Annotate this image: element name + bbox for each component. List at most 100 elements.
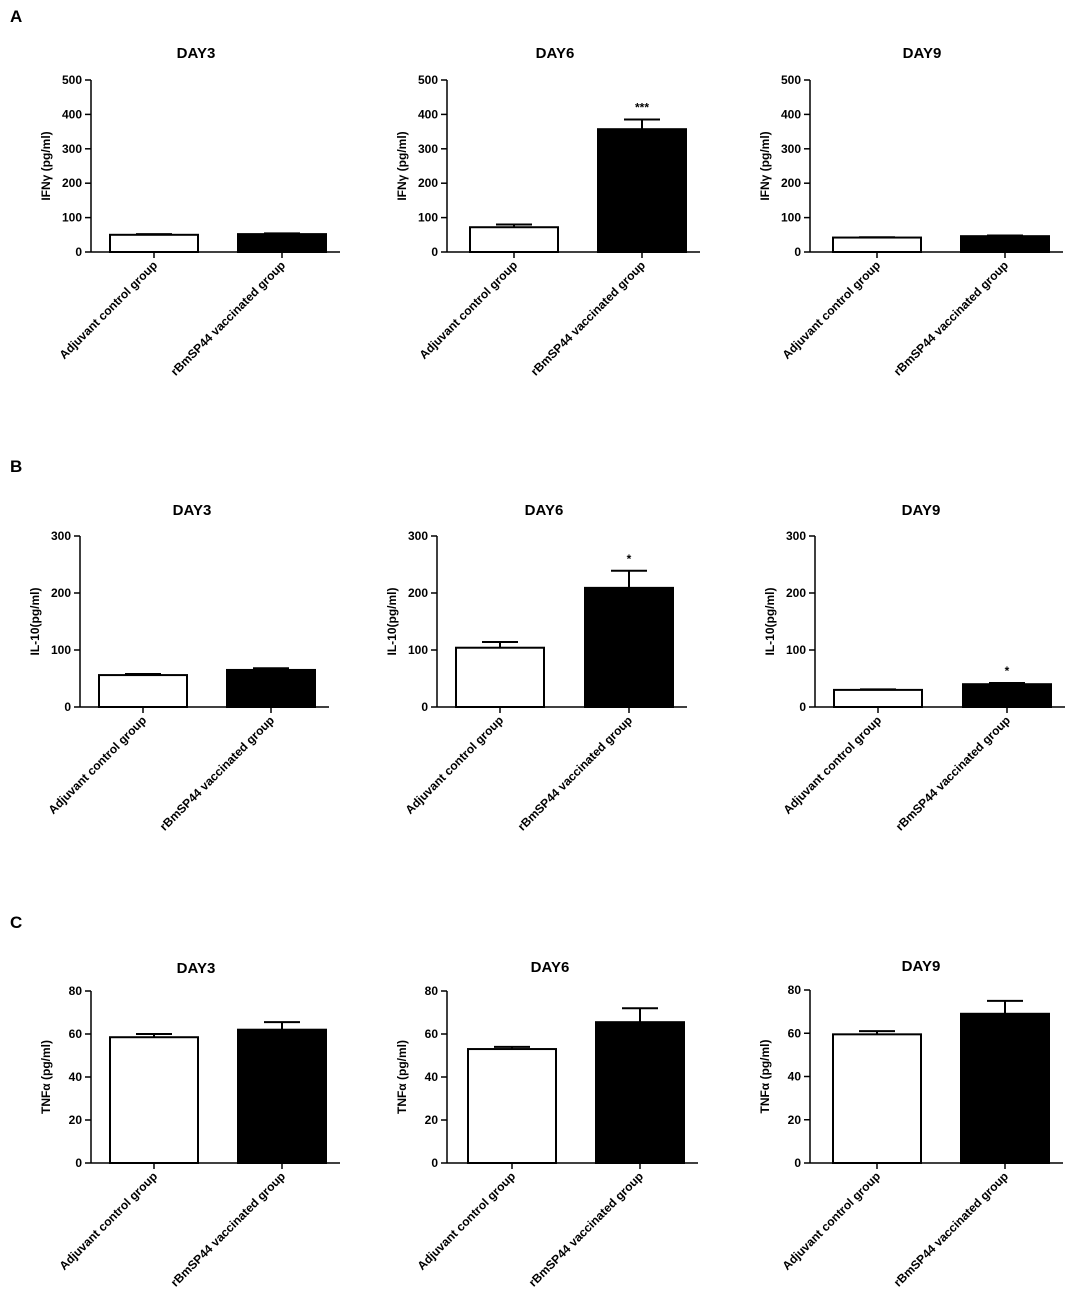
y-tick-label: 300: [418, 142, 438, 156]
bar: [960, 235, 1050, 253]
y-tick-label: 300: [786, 529, 806, 543]
chart-title: DAY3: [173, 502, 212, 519]
y-tick-label: 500: [62, 73, 82, 87]
chart-a-day9: DAY9 0 100 200 300 400 500 IFNγ (pg/ml) Adjuvant…: [758, 45, 1063, 378]
panel-letter-a: A: [10, 7, 22, 26]
y-tick-label: 100: [786, 643, 806, 657]
y-tick-label: 0: [431, 245, 438, 259]
y-tick-label: 500: [418, 73, 438, 87]
chart-a-day6: DAY6 0 100 200 300 400 500 IFNγ (pg/ml) Adjuvant…: [395, 45, 700, 378]
y-tick-label: 0: [431, 1156, 438, 1170]
category-label: Adjuvant control group: [780, 713, 884, 817]
panel-letter-c: C: [10, 913, 22, 932]
bar: [597, 128, 687, 253]
y-tick-label: 20: [69, 1113, 83, 1127]
bar: [832, 236, 922, 254]
y-tick-label: 300: [62, 142, 82, 156]
chart-title: DAY9: [902, 502, 941, 519]
category-label: Adjuvant control group: [416, 258, 520, 362]
y-axis-label: IL-10(pg/ml): [28, 587, 42, 655]
category-label: rBmSP44 vaccinated group: [891, 1169, 1011, 1289]
bar: [960, 1012, 1050, 1164]
y-tick-label: 60: [788, 1026, 802, 1040]
chart-c-day3: DAY3 0 20 40 60 80 TNFα (pg/ml) Adjuvant contro…: [39, 960, 340, 1289]
bar: [584, 586, 674, 708]
y-tick-label: 0: [794, 1156, 801, 1170]
category-label: Adjuvant control group: [45, 713, 149, 817]
y-tick-label: 100: [781, 211, 801, 225]
y-tick-label: 400: [781, 107, 801, 121]
y-tick-label: 40: [788, 1070, 802, 1084]
bar: [467, 1048, 557, 1165]
y-tick-label: 200: [418, 176, 438, 190]
category-label: rBmSP44 vaccinated group: [528, 258, 648, 378]
chart-b-day9: DAY9 0 100 200 300 IL-10(pg/ml) Adjuvant contr…: [763, 502, 1065, 833]
category-label: rBmSP44 vaccinated group: [526, 1169, 646, 1289]
y-axis-label: TNFα (pg/ml): [395, 1040, 409, 1114]
bar: [469, 226, 559, 253]
chart-title: DAY9: [903, 45, 942, 62]
y-tick-label: 400: [62, 107, 82, 121]
y-axis-label: IFNγ (pg/ml): [395, 131, 409, 200]
chart-title: DAY6: [531, 959, 570, 976]
category-label: Adjuvant control group: [779, 258, 883, 362]
y-tick-label: 200: [781, 176, 801, 190]
y-axis-label: TNFα (pg/ml): [758, 1039, 772, 1113]
bar: [237, 1028, 327, 1164]
y-tick-label: 0: [799, 700, 806, 714]
bar: [109, 1036, 199, 1164]
y-tick-label: 40: [69, 1070, 83, 1084]
y-tick-label: 40: [425, 1070, 439, 1084]
chart-title: DAY6: [525, 502, 564, 519]
chart-title: DAY6: [536, 45, 575, 62]
panel-letter-b: B: [10, 457, 22, 476]
bar: [455, 646, 545, 708]
chart-title: DAY3: [177, 960, 216, 977]
category-label: Adjuvant control group: [56, 258, 160, 362]
y-axis-label: IL-10(pg/ml): [385, 587, 399, 655]
chart-b-day3: DAY3 0 100 200 300 IL-10(pg/ml) Adjuvant contr…: [28, 502, 329, 833]
bar: [833, 688, 923, 709]
category-label: rBmSP44 vaccinated group: [515, 713, 635, 833]
y-tick-label: 0: [75, 245, 82, 259]
y-tick-label: 0: [794, 245, 801, 259]
bar: [595, 1021, 685, 1164]
y-tick-label: 0: [75, 1156, 82, 1170]
y-axis-label: IFNγ (pg/ml): [758, 131, 772, 200]
y-tick-label: 80: [788, 983, 802, 997]
chart-title: DAY9: [902, 958, 941, 975]
category-label: Adjuvant control group: [56, 1169, 160, 1273]
category-label: rBmSP44 vaccinated group: [891, 258, 1011, 378]
y-axis-label: TNFα (pg/ml): [39, 1040, 53, 1114]
y-axis-label: IL-10(pg/ml): [763, 587, 777, 655]
y-tick-label: 200: [62, 176, 82, 190]
y-tick-label: 500: [781, 73, 801, 87]
significance-label: *: [1005, 664, 1010, 678]
bar: [832, 1033, 922, 1165]
significance-label: ***: [635, 101, 649, 115]
y-tick-label: 300: [781, 142, 801, 156]
chart-title: DAY3: [177, 45, 216, 62]
chart-c-day6: DAY6 0 20 40 60 80 TNFα (pg/ml) Adjuvant contro…: [395, 959, 698, 1289]
chart-a-day3: DAY3 0 100 200 300 400 500 IFNγ (pg/ml) Adjuvant…: [39, 45, 340, 378]
bar: [237, 233, 327, 253]
bar: [109, 233, 199, 254]
category-label: Adjuvant control group: [414, 1169, 518, 1273]
y-tick-label: 200: [786, 586, 806, 600]
y-tick-label: 100: [51, 643, 71, 657]
bar: [226, 668, 316, 709]
y-tick-label: 0: [64, 700, 71, 714]
significance-label: *: [627, 552, 632, 566]
category-label: rBmSP44 vaccinated group: [157, 713, 277, 833]
y-tick-label: 20: [425, 1113, 439, 1127]
bar: [98, 674, 188, 709]
y-tick-label: 60: [425, 1027, 439, 1041]
chart-b-day6: DAY6 0 100 200 300 IL-10(pg/ml) Adjuvant contr…: [385, 502, 687, 833]
category-label: rBmSP44 vaccinated group: [893, 713, 1013, 833]
bar: [962, 683, 1052, 709]
category-label: rBmSP44 vaccinated group: [168, 1169, 288, 1289]
category-label: Adjuvant control group: [779, 1169, 883, 1273]
y-tick-label: 300: [408, 529, 428, 543]
category-label: Adjuvant control group: [402, 713, 506, 817]
